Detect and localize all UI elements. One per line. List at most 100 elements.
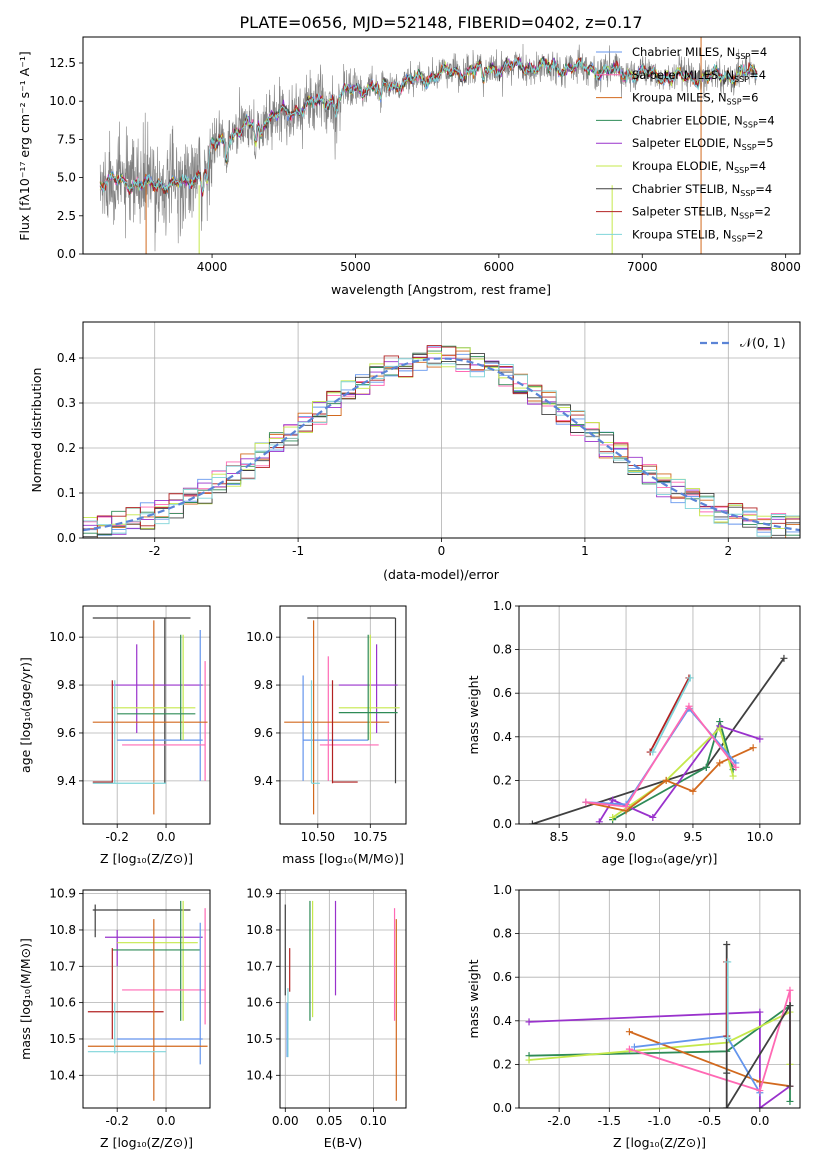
y-tick-label: 9.6	[57, 726, 76, 740]
weight-point-marker	[649, 813, 657, 821]
weight-point-marker	[786, 986, 794, 994]
legend-label: Kroupa STELIB, NSSP=2	[632, 227, 763, 243]
weight-point-marker	[702, 763, 710, 771]
y-tick-label: 10.8	[246, 923, 273, 937]
weight-point-marker	[716, 759, 724, 767]
x-tick-label: 0.0	[156, 1114, 175, 1128]
legend-label: Chabrier STELIB, NSSP=4	[632, 182, 772, 198]
weight-point-marker	[716, 724, 724, 732]
x-axis-label: E(B-V)	[324, 1135, 363, 1150]
y-tick-label: 0.2	[493, 773, 512, 787]
weight-point-marker	[723, 941, 731, 948]
weight-point-marker	[609, 813, 617, 821]
weight-point-marker	[630, 1043, 638, 1051]
weight-point-marker	[756, 1008, 764, 1016]
legend-count: =4	[758, 113, 775, 127]
legend-label: Salpeter ELODIE, NSSP=5	[632, 136, 774, 152]
x-tick-label: 10.75	[353, 830, 387, 844]
x-tick-label: 0.00	[272, 1114, 299, 1128]
y-tick-label: 10.9	[49, 887, 76, 901]
y-tick-label: 9.4	[254, 774, 273, 788]
x-tick-label: 10.50	[301, 830, 335, 844]
axes-frame	[518, 889, 801, 1109]
weight-point-marker	[756, 1104, 764, 1108]
x-tick-label: 8000	[770, 260, 801, 274]
grid-lines	[83, 606, 210, 824]
y-tick-label: 9.8	[254, 678, 273, 692]
spectrum-legend: Chabrier MILES, NSSP=4 Salpeter MILES, NS…	[596, 45, 775, 243]
y-tick-label: 10.8	[49, 923, 76, 937]
legend-count: =4	[749, 159, 766, 173]
weight-vs-metallicity-plot: -2.0 -1.5 -1.0 -0.5 0.0 0.0 0.2 0.4 0.6 0.8 1.0 Z […	[466, 883, 801, 1150]
y-axis-label: Normed distribution	[29, 368, 44, 493]
y-tick-label: 9.6	[254, 726, 273, 740]
y-tick-label: 5.0	[57, 171, 76, 185]
legend-subscript: SSP	[735, 52, 750, 61]
weight-point-marker	[749, 744, 757, 752]
y-tick-label: 10.5	[246, 1032, 273, 1046]
legend-label: Salpeter MILES, NSSP=4	[632, 68, 766, 84]
legend-count: =4	[750, 45, 767, 59]
weight-point-marker	[786, 1002, 794, 1010]
x-axis-label: Z [log₁₀(Z/Z⊙)]	[100, 851, 193, 866]
y-axis-label: age [log₁₀(age/yr)]	[18, 657, 33, 773]
axes-frame	[82, 36, 801, 255]
x-tick-label: 6000	[484, 260, 515, 274]
weight-point-marker	[786, 1097, 794, 1105]
x-axis-label: Z [log₁₀(Z/Z⊙)]	[613, 1135, 706, 1150]
y-tick-label: 10.6	[49, 996, 76, 1010]
y-tick-label: 9.8	[57, 678, 76, 692]
y-tick-label: 0.4	[493, 1014, 512, 1028]
weight-point-marker	[723, 1104, 731, 1108]
x-axis-label: age [log₁₀(age/yr)]	[602, 851, 718, 866]
x-tick-label: 8.5	[550, 830, 569, 844]
y-tick-label: 0.3	[57, 396, 76, 410]
weight-point-marker	[662, 776, 670, 784]
x-axis-label: mass [log₁₀(M/M⊙)]	[282, 851, 404, 866]
axes-frame	[82, 321, 801, 539]
y-tick-label: 10.6	[246, 996, 273, 1010]
y-axis-label: mass weight	[466, 959, 481, 1038]
weight-vs-age-plot: 8.5 9.0 9.5 10.0 0.0 0.2 0.4 0.6 0.8 1.0 age [log₁…	[466, 599, 801, 866]
weight-point-marker	[756, 735, 764, 743]
legend-subscript: SSP	[742, 143, 757, 152]
x-tick-label: 5000	[340, 260, 371, 274]
grid-lines	[83, 890, 210, 1108]
weight-point-marker	[724, 958, 732, 966]
legend-count: =6	[742, 91, 759, 105]
model-spectrum-line	[99, 57, 758, 194]
y-tick-label: 0.6	[493, 970, 512, 984]
x-axis-label: (data-model)/error	[383, 567, 500, 582]
x-tick-label: -0.5	[698, 1114, 721, 1128]
y-tick-label: 9.4	[57, 774, 76, 788]
y-tick-label: 1.0	[493, 883, 512, 897]
x-tick-label: 0.0	[156, 830, 175, 844]
x-tick-label: -2.0	[547, 1114, 570, 1128]
y-tick-label: 2.5	[57, 209, 76, 223]
weight-point-marker	[525, 1018, 533, 1026]
weight-point-marker	[685, 702, 693, 710]
chart-title: PLATE=0656, MJD=52148, FIBERID=0402, z=0…	[239, 13, 642, 32]
weight-point-marker	[729, 772, 737, 780]
axes-frame	[279, 605, 407, 825]
y-tick-label: 10.7	[246, 959, 273, 973]
y-tick-label: 12.5	[49, 56, 76, 70]
y-tick-label: 0.0	[57, 247, 76, 261]
y-tick-label: 0.8	[493, 927, 512, 941]
x-tick-label: 9.5	[683, 830, 702, 844]
axes-frame	[518, 605, 801, 825]
x-tick-label: 1	[581, 544, 589, 558]
legend-label: 𝒩(0, 1)	[740, 335, 786, 350]
weight-point-marker	[595, 818, 603, 824]
y-tick-label: 0.2	[57, 441, 76, 455]
y-axis-label: mass weight	[466, 675, 481, 754]
plot-area	[528, 654, 788, 824]
plot-area	[83, 345, 800, 538]
y-tick-label: 0.1	[57, 486, 76, 500]
y-tick-label: 10.4	[49, 1068, 76, 1082]
legend-count: =4	[749, 68, 766, 82]
y-tick-label: 0.4	[57, 351, 76, 365]
weight-series-line	[528, 1011, 791, 1108]
axes-frame	[279, 889, 407, 1109]
y-tick-label: 1.0	[493, 599, 512, 613]
